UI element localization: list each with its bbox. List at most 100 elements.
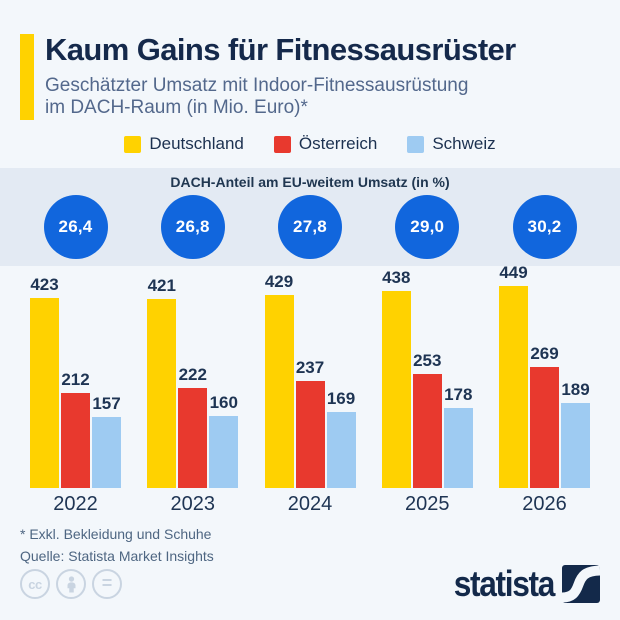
bar-cell: 189	[561, 380, 590, 489]
bar-value-label: 269	[530, 344, 559, 364]
bar-sterreich	[178, 388, 208, 489]
bar-value-label: 438	[382, 268, 411, 288]
bar-value-label: 421	[147, 276, 176, 296]
bar-value-label: 157	[92, 394, 121, 414]
bar-deutschland	[147, 299, 177, 489]
cc-icon[interactable]: cc	[20, 569, 50, 599]
bar-cell: 157	[92, 394, 121, 489]
share-circle-cell: 26,4	[30, 195, 121, 260]
bar-sterreich	[61, 393, 90, 489]
share-circle: 26,4	[43, 195, 108, 260]
footnotes: * Exkl. Bekleidung und Schuhe Quelle: St…	[0, 516, 620, 567]
bar-schweiz	[209, 416, 239, 489]
x-axis-labels: 2022 2023 2024 2025 2026	[0, 493, 620, 516]
bar-value-label: 189	[561, 380, 590, 400]
bar-deutschland	[264, 295, 294, 489]
bar-cell: 237	[295, 358, 325, 489]
bar-schweiz	[443, 408, 473, 489]
subtitle-line1: Geschätzter Umsatz mit Indoor-Fitnessaus…	[45, 74, 469, 96]
bar-sterreich	[412, 374, 442, 489]
bar-cell: 421	[147, 276, 177, 489]
legend-label: Österreich	[298, 134, 378, 154]
statista-logo-icon	[562, 565, 600, 603]
x-axis-label: 2024	[287, 493, 333, 516]
legend-item: Schweiz	[407, 134, 496, 154]
bar-cell: 178	[443, 385, 473, 489]
legend-item: Deutschland	[124, 134, 244, 154]
bar-group: 429 237 169	[264, 272, 356, 489]
share-band-title: DACH-Anteil am EU-weitem Umsatz (in %)	[170, 174, 450, 191]
bar-cell: 160	[209, 393, 239, 489]
bar-cell: 423	[30, 275, 59, 489]
bar-value-label: 423	[30, 275, 59, 295]
bar-value-label: 222	[178, 365, 207, 385]
bar-sterreich	[530, 367, 559, 489]
bar-cell: 438	[381, 268, 411, 489]
bar-value-label: 449	[499, 263, 528, 283]
bar-deutschland	[30, 298, 59, 489]
bar-cell: 449	[499, 263, 528, 489]
legend-label: Schweiz	[432, 134, 496, 154]
share-circle: 27,8	[278, 195, 342, 260]
footnote: * Exkl. Bekleidung und Schuhe	[20, 526, 212, 543]
x-axis-label: 2023	[170, 493, 216, 516]
bottom-row: cc = statista	[20, 565, 600, 603]
bar-deutschland	[381, 291, 411, 489]
cc-license-icons[interactable]: cc =	[20, 569, 122, 599]
source: Quelle: Statista Market Insights	[20, 547, 214, 564]
legend-item: Österreich	[273, 134, 378, 154]
bar-group: 438 253 178	[381, 268, 473, 489]
share-circle: 26,8	[160, 195, 225, 260]
page-title: Kaum Gains für Fitnessausrüster	[45, 32, 516, 67]
bar-sterreich	[295, 381, 325, 489]
legend-swatch-icon	[273, 135, 291, 153]
attribution-person-icon[interactable]	[56, 569, 86, 599]
statista-logo-text: statista	[453, 563, 556, 604]
bar-groups: 423 212 157 421 222 160 429 237 169 438 253 178 449 2…	[30, 263, 590, 489]
subtitle-line2: im DACH-Raum (in Mio. Euro)*	[45, 97, 308, 119]
title-accent-bar	[20, 34, 34, 121]
chart-legend: Deutschland Österreich Schweiz	[0, 134, 620, 154]
share-circle-cell: 27,8	[265, 195, 356, 260]
legend-swatch-icon	[124, 135, 142, 153]
bar-group: 449 269 189	[499, 263, 590, 489]
bar-schweiz	[326, 412, 356, 489]
bar-value-label: 429	[264, 272, 294, 292]
bar-cell: 212	[61, 370, 90, 489]
bar-schweiz	[561, 403, 590, 489]
equals-icon[interactable]: =	[92, 569, 122, 599]
legend-swatch-icon	[407, 135, 425, 153]
statista-logo[interactable]: statista	[440, 565, 600, 603]
bar-cell: 269	[530, 344, 559, 489]
chart-subtitle: Geschätzter Umsatz mit Indoor-Fitnessaus…	[45, 75, 598, 121]
bar-schweiz	[92, 417, 121, 489]
bar-cell: 169	[326, 389, 356, 489]
x-axis-label: 2022	[53, 493, 98, 516]
share-circle-cell: 29,0	[382, 195, 473, 260]
bar-value-label: 169	[326, 389, 356, 409]
bar-cell: 222	[178, 365, 208, 489]
share-circle: 29,0	[395, 195, 460, 260]
share-circle-cell: 30,2	[499, 195, 590, 260]
header: Kaum Gains für Fitnessausrüster Geschätz…	[0, 0, 620, 121]
bar-value-label: 237	[295, 358, 325, 378]
bar-value-label: 178	[444, 385, 473, 405]
bar-group: 421 222 160	[147, 276, 239, 489]
share-circle-cell: 26,8	[147, 195, 238, 260]
share-circle-row: 26,4 26,8 27,8 29,0 30,2	[0, 195, 620, 260]
bar-value-label: 253	[413, 351, 442, 371]
bar-cell: 253	[412, 351, 442, 489]
x-axis-label: 2026	[522, 493, 567, 516]
bar-value-label: 212	[61, 370, 90, 390]
bar-group: 423 212 157	[30, 275, 121, 489]
bar-cell: 429	[264, 272, 294, 489]
share-circle: 30,2	[512, 195, 577, 260]
bar-value-label: 160	[209, 393, 238, 413]
legend-label: Deutschland	[149, 134, 244, 154]
bar-deutschland	[499, 286, 528, 489]
title-block: Kaum Gains für Fitnessausrüster Geschätz…	[45, 32, 598, 121]
x-axis-label: 2025	[405, 493, 450, 516]
share-band: DACH-Anteil am EU-weitem Umsatz (in %) 2…	[0, 168, 620, 267]
bar-chart: 423 212 157 421 222 160 429 237 169 438 253 178 449 2…	[0, 263, 620, 489]
